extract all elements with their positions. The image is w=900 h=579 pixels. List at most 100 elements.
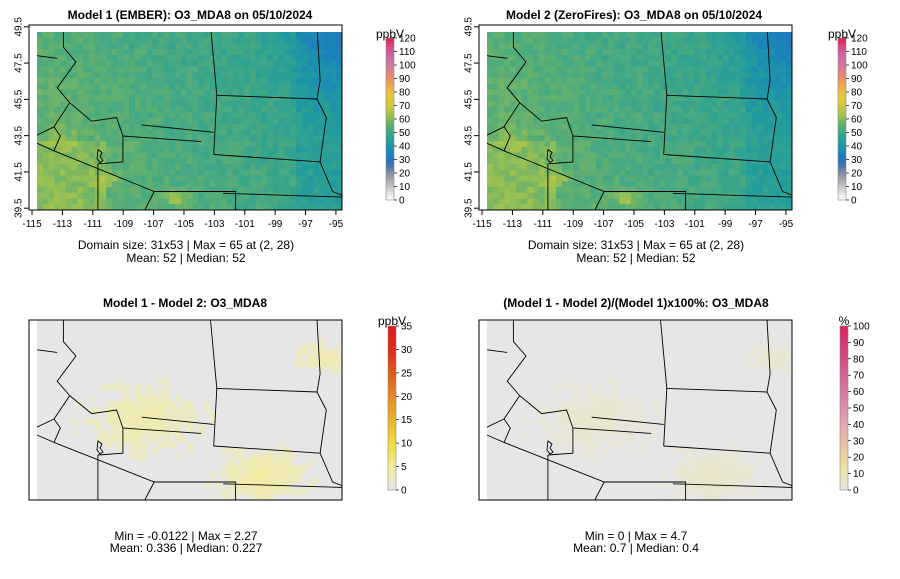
grid-cell [694, 66, 701, 73]
grid-cell [180, 72, 188, 79]
grid-cell [77, 54, 84, 62]
grid-cell [694, 152, 701, 159]
grid-cell [175, 412, 182, 420]
grid-cell [504, 135, 511, 142]
grid-cell [88, 54, 96, 62]
grid-cell [83, 112, 90, 119]
grid-cell [249, 37, 257, 45]
grid-cell [307, 343, 314, 350]
grid-cell [146, 389, 153, 397]
state-border [673, 483, 792, 488]
grid-cell [278, 441, 286, 449]
grid-cell [134, 401, 142, 408]
colorbar-segment [840, 487, 848, 491]
colorbar-label: 10 [853, 469, 865, 480]
grid-cell [238, 453, 245, 460]
grid-cell [221, 66, 228, 73]
grid-cell [561, 60, 569, 68]
state-border [53, 150, 237, 210]
grid-cell [786, 32, 792, 39]
grid-cell [636, 32, 643, 39]
grid-cell [37, 181, 44, 188]
grid-cell [550, 100, 557, 108]
grid-cell [290, 164, 297, 171]
grid-cell [106, 37, 113, 45]
grid-cell [613, 412, 620, 420]
grid-cell [180, 60, 188, 68]
grid-cell [180, 198, 188, 205]
grid-cell [579, 60, 586, 68]
grid-cell [659, 54, 666, 62]
grid-cell [238, 465, 245, 472]
grid-cell [728, 43, 736, 50]
grid-cell [318, 158, 326, 165]
grid-cell [688, 72, 695, 79]
colorbar-segment [386, 65, 394, 69]
grid-cell [751, 152, 759, 159]
grid-cell [169, 112, 176, 119]
colorbar-segment [838, 194, 846, 198]
grid-cell [42, 169, 50, 177]
grid-cell [556, 54, 563, 62]
grid-cell [682, 123, 690, 131]
grid-cell [203, 204, 211, 210]
grid-cell [596, 204, 603, 210]
grid-cell [318, 83, 326, 91]
grid-cell [175, 66, 182, 73]
grid-cell [538, 198, 546, 205]
grid-cell [65, 175, 73, 182]
grid-cell [301, 488, 309, 495]
grid-cell [324, 100, 332, 108]
grid-cell [330, 175, 337, 182]
grid-cell [636, 43, 643, 50]
grid-cell [295, 476, 303, 484]
grid-cell [221, 72, 228, 79]
grid-cell [722, 158, 730, 165]
grid-cell [521, 77, 528, 85]
grid-cell [648, 106, 655, 113]
grid-cell [106, 60, 113, 68]
grid-cell [255, 198, 263, 205]
grid-cell [573, 146, 580, 154]
grid-cell [774, 164, 782, 171]
grid-cell [123, 72, 130, 79]
grid-cell [533, 123, 540, 131]
grid-cell [226, 459, 234, 466]
grid-cell [556, 77, 563, 85]
grid-cell [740, 135, 747, 142]
grid-cell [106, 175, 113, 182]
colorbar-segment [840, 380, 848, 384]
grid-cell [619, 441, 626, 449]
grid-cell [515, 54, 523, 62]
grid-cell [538, 100, 546, 108]
colorbar-units: % [839, 314, 850, 328]
grid-cell [54, 72, 61, 79]
grid-cell [757, 360, 764, 368]
grid-cell [584, 152, 592, 159]
grid-cell [249, 169, 257, 177]
grid-cell [648, 43, 655, 50]
grid-cell [584, 424, 592, 431]
grid-cell [607, 389, 615, 397]
grid-cell [221, 43, 228, 50]
grid-cell [106, 187, 113, 194]
colorbar-segment [388, 473, 396, 477]
grid-cell [324, 77, 332, 85]
colorbar-segment [838, 164, 846, 169]
grid-cell [711, 146, 718, 154]
grid-cell [757, 164, 764, 171]
grid-cell [630, 43, 638, 50]
grid-cell [573, 135, 580, 142]
grid-cell [567, 49, 574, 56]
grid-cell [763, 77, 770, 85]
colorbar-units: ppbV [376, 27, 404, 41]
grid-cell [602, 447, 609, 455]
grid-cell [763, 83, 770, 91]
grid-cell [88, 129, 96, 136]
grid-cell [313, 60, 320, 68]
grid-cell [751, 100, 759, 108]
grid-cell [232, 447, 240, 455]
grid-cell [60, 152, 67, 159]
grid-cell [134, 198, 142, 205]
grid-cell [745, 204, 753, 210]
